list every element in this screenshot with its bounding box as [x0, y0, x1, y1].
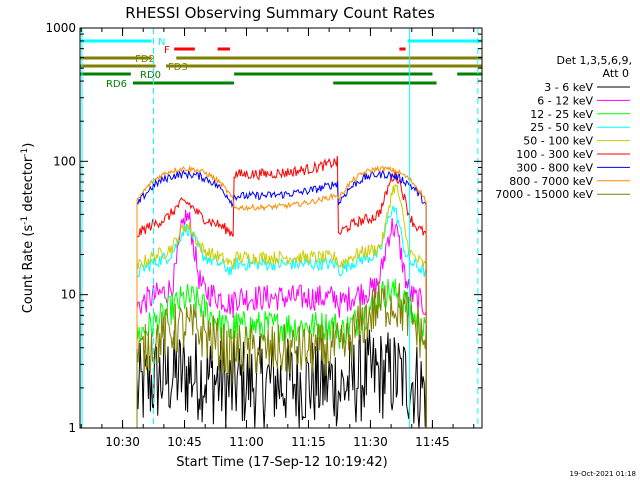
legend-header-line1: Det 1,3,5,6,9, [556, 54, 632, 67]
series-line-8 [136, 281, 427, 428]
flag-label-rd6: RD6 [106, 79, 127, 90]
legend-label-4: 50 - 100 keV [523, 135, 593, 148]
x-tick-label-2: 11:00 [229, 435, 264, 449]
series-line-5 [136, 156, 427, 428]
y-axis-label-end: ) [21, 143, 36, 148]
flag-label-fd2: FD2 [135, 54, 155, 65]
legend-label-6: 300 - 800 keV [516, 161, 593, 174]
series-line-0 [136, 329, 427, 429]
y-axis-label-mid: detector [21, 156, 36, 216]
y-axis-label-sup2: -1 [20, 148, 30, 157]
tick-layer: 1 10 100 1000 10:30 10:45 11:00 11:15 11:30 11:45 [45, 21, 482, 449]
series-line-2 [136, 278, 427, 428]
plot-border [79, 27, 483, 429]
series-layer [136, 156, 427, 429]
y-tick-label-2: 100 [53, 154, 76, 168]
flag-label-rd0: RD0 [140, 70, 161, 81]
flag-label-n: N [158, 37, 165, 48]
y-axis-label-main: Count Rate (s [21, 225, 36, 314]
y-tick-label-0: 1 [68, 421, 76, 435]
flag-label-fd3: FD3 [168, 62, 188, 73]
axes-frame [79, 27, 483, 429]
legend-label-8: 7000 - 15000 keV [495, 188, 593, 201]
legend-label-7: 800 - 7000 keV [509, 175, 593, 188]
legend-label-3: 25 - 50 keV [530, 121, 593, 134]
flags-layer: NF FD2 FD3 RD0 RD6 [80, 37, 482, 90]
legend-label-2: 12 - 25 keV [530, 108, 593, 121]
x-tick-label-0: 10:30 [105, 435, 140, 449]
series-line-6 [136, 169, 427, 428]
legend-label-0: 3 - 6 keV [544, 81, 593, 94]
chart-title: RHESSI Observing Summary Count Rates [125, 4, 435, 22]
legend-label-1: 6 - 12 keV [537, 94, 593, 107]
y-axis-label-sup1: -1 [20, 216, 30, 225]
series-line-3 [136, 205, 427, 428]
x-tick-label-3: 11:15 [291, 435, 326, 449]
timestamp: 19-Oct-2021 01:18 [570, 470, 636, 478]
y-tick-label-1: 10 [61, 288, 76, 302]
flag-label-f: F [164, 45, 170, 56]
x-tick-label-5: 11:45 [415, 435, 450, 449]
series-line-7 [136, 164, 427, 428]
legend-header-line2: Att 0 [603, 67, 629, 80]
legend-label-5: 100 - 300 keV [516, 148, 593, 161]
y-axis-label: Count Rate (s-1 detector-1) [20, 143, 36, 314]
series-line-4 [136, 183, 427, 428]
x-tick-label-1: 10:45 [167, 435, 202, 449]
x-tick-label-4: 11:30 [353, 435, 388, 449]
y-tick-label-3: 1000 [45, 21, 76, 35]
x-axis-label: Start Time (17-Sep-12 10:19:42) [176, 455, 387, 470]
